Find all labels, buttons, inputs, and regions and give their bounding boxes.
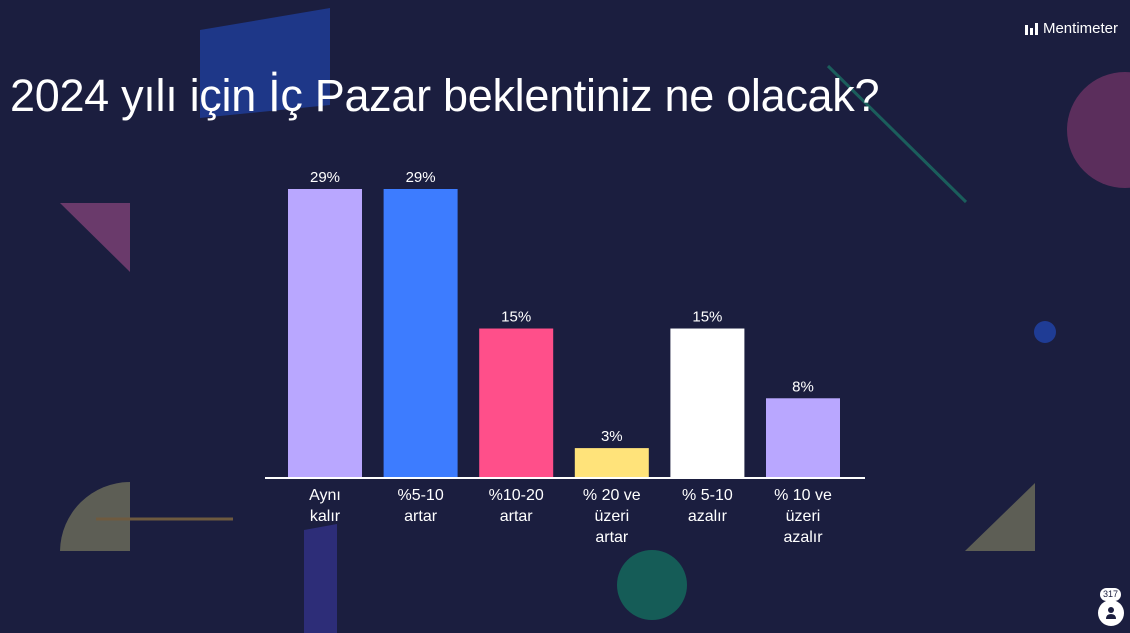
participant-count: 317 [1100,588,1122,601]
value-label-5: 8% [792,378,814,395]
bar-2 [479,328,554,478]
teal-line-shape [826,64,968,204]
category-label-3: % 20 ve üzeri artar [583,487,641,546]
purple-triangle-shape [60,203,130,272]
maroon-circle-shape [1067,72,1130,188]
gray-triangle-shape [965,483,1035,551]
bar-4 [670,328,745,478]
value-label-1: 29% [406,169,436,186]
gray-half-circle-shape [60,482,130,551]
bar-5 [766,398,840,478]
brand-logo: Mentimeter [1024,20,1118,37]
category-label-5: % 10 ve üzeri azalır [774,487,832,546]
value-label-4: 15% [692,309,722,326]
green-circle-shape [617,550,687,620]
participants-button[interactable] [1098,600,1124,626]
category-label-4: % 5-10 azalır [682,487,733,525]
value-label-2: 15% [501,309,531,326]
value-label-3: 3% [601,428,623,445]
person-icon [1106,607,1116,619]
blue-dot-shape [1034,321,1056,343]
value-label-0: 29% [310,169,340,186]
blue-parallelogram-shape [200,8,330,118]
bar-3 [574,448,649,478]
category-label-1: %5-10 artar [397,487,443,525]
bar-0 [288,189,362,478]
slide-title: 2024 yılı için İç Pazar beklentiniz ne o… [10,70,880,121]
bar-1 [383,189,458,478]
indigo-bar-shape [304,524,337,633]
category-label-0: Aynı kalır [309,487,341,525]
brand-name: Mentimeter [1042,20,1118,37]
mentimeter-logo-icon [1024,22,1038,35]
participants-widget[interactable]: 317 [1094,588,1126,630]
category-label-2: %10-20 artar [489,487,544,525]
